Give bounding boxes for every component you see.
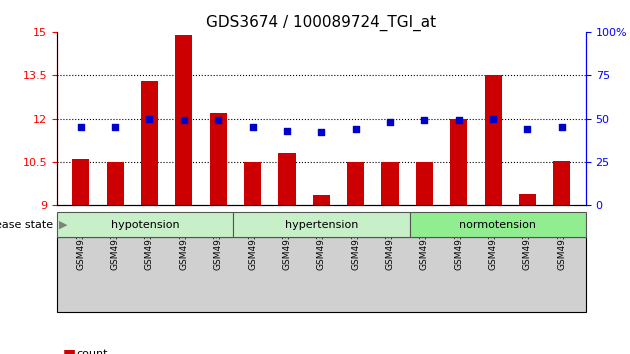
Point	[110, 124, 120, 130]
Point	[454, 118, 464, 123]
Point	[557, 124, 567, 130]
Point	[248, 124, 258, 130]
Point	[179, 118, 189, 123]
Point	[420, 118, 430, 123]
Point	[316, 130, 326, 135]
Bar	[381, 162, 399, 205]
Bar	[416, 162, 433, 205]
Bar	[175, 35, 192, 205]
Bar	[312, 195, 330, 205]
Bar	[450, 119, 467, 205]
Bar	[484, 75, 501, 205]
Text: disease state: disease state	[0, 220, 54, 230]
Point	[385, 119, 395, 125]
Title: GDS3674 / 100089724_TGI_at: GDS3674 / 100089724_TGI_at	[206, 14, 437, 30]
Bar	[347, 162, 364, 205]
Point	[282, 128, 292, 133]
Bar	[519, 194, 536, 205]
Point	[76, 124, 86, 130]
Text: ■: ■	[63, 347, 76, 354]
Point	[522, 126, 532, 132]
Bar	[244, 162, 261, 205]
Bar	[141, 81, 158, 205]
Text: normotension: normotension	[459, 220, 536, 230]
Bar	[106, 162, 123, 205]
Point	[351, 126, 361, 132]
Bar	[210, 113, 227, 205]
Point	[213, 118, 223, 123]
Text: count: count	[77, 349, 108, 354]
Text: ▶: ▶	[59, 220, 67, 230]
Text: hypotension: hypotension	[111, 220, 179, 230]
Point	[144, 116, 154, 121]
Point	[488, 116, 498, 121]
Text: hypertension: hypertension	[285, 220, 358, 230]
Bar	[72, 159, 89, 205]
Bar	[278, 153, 295, 205]
Bar	[553, 160, 570, 205]
